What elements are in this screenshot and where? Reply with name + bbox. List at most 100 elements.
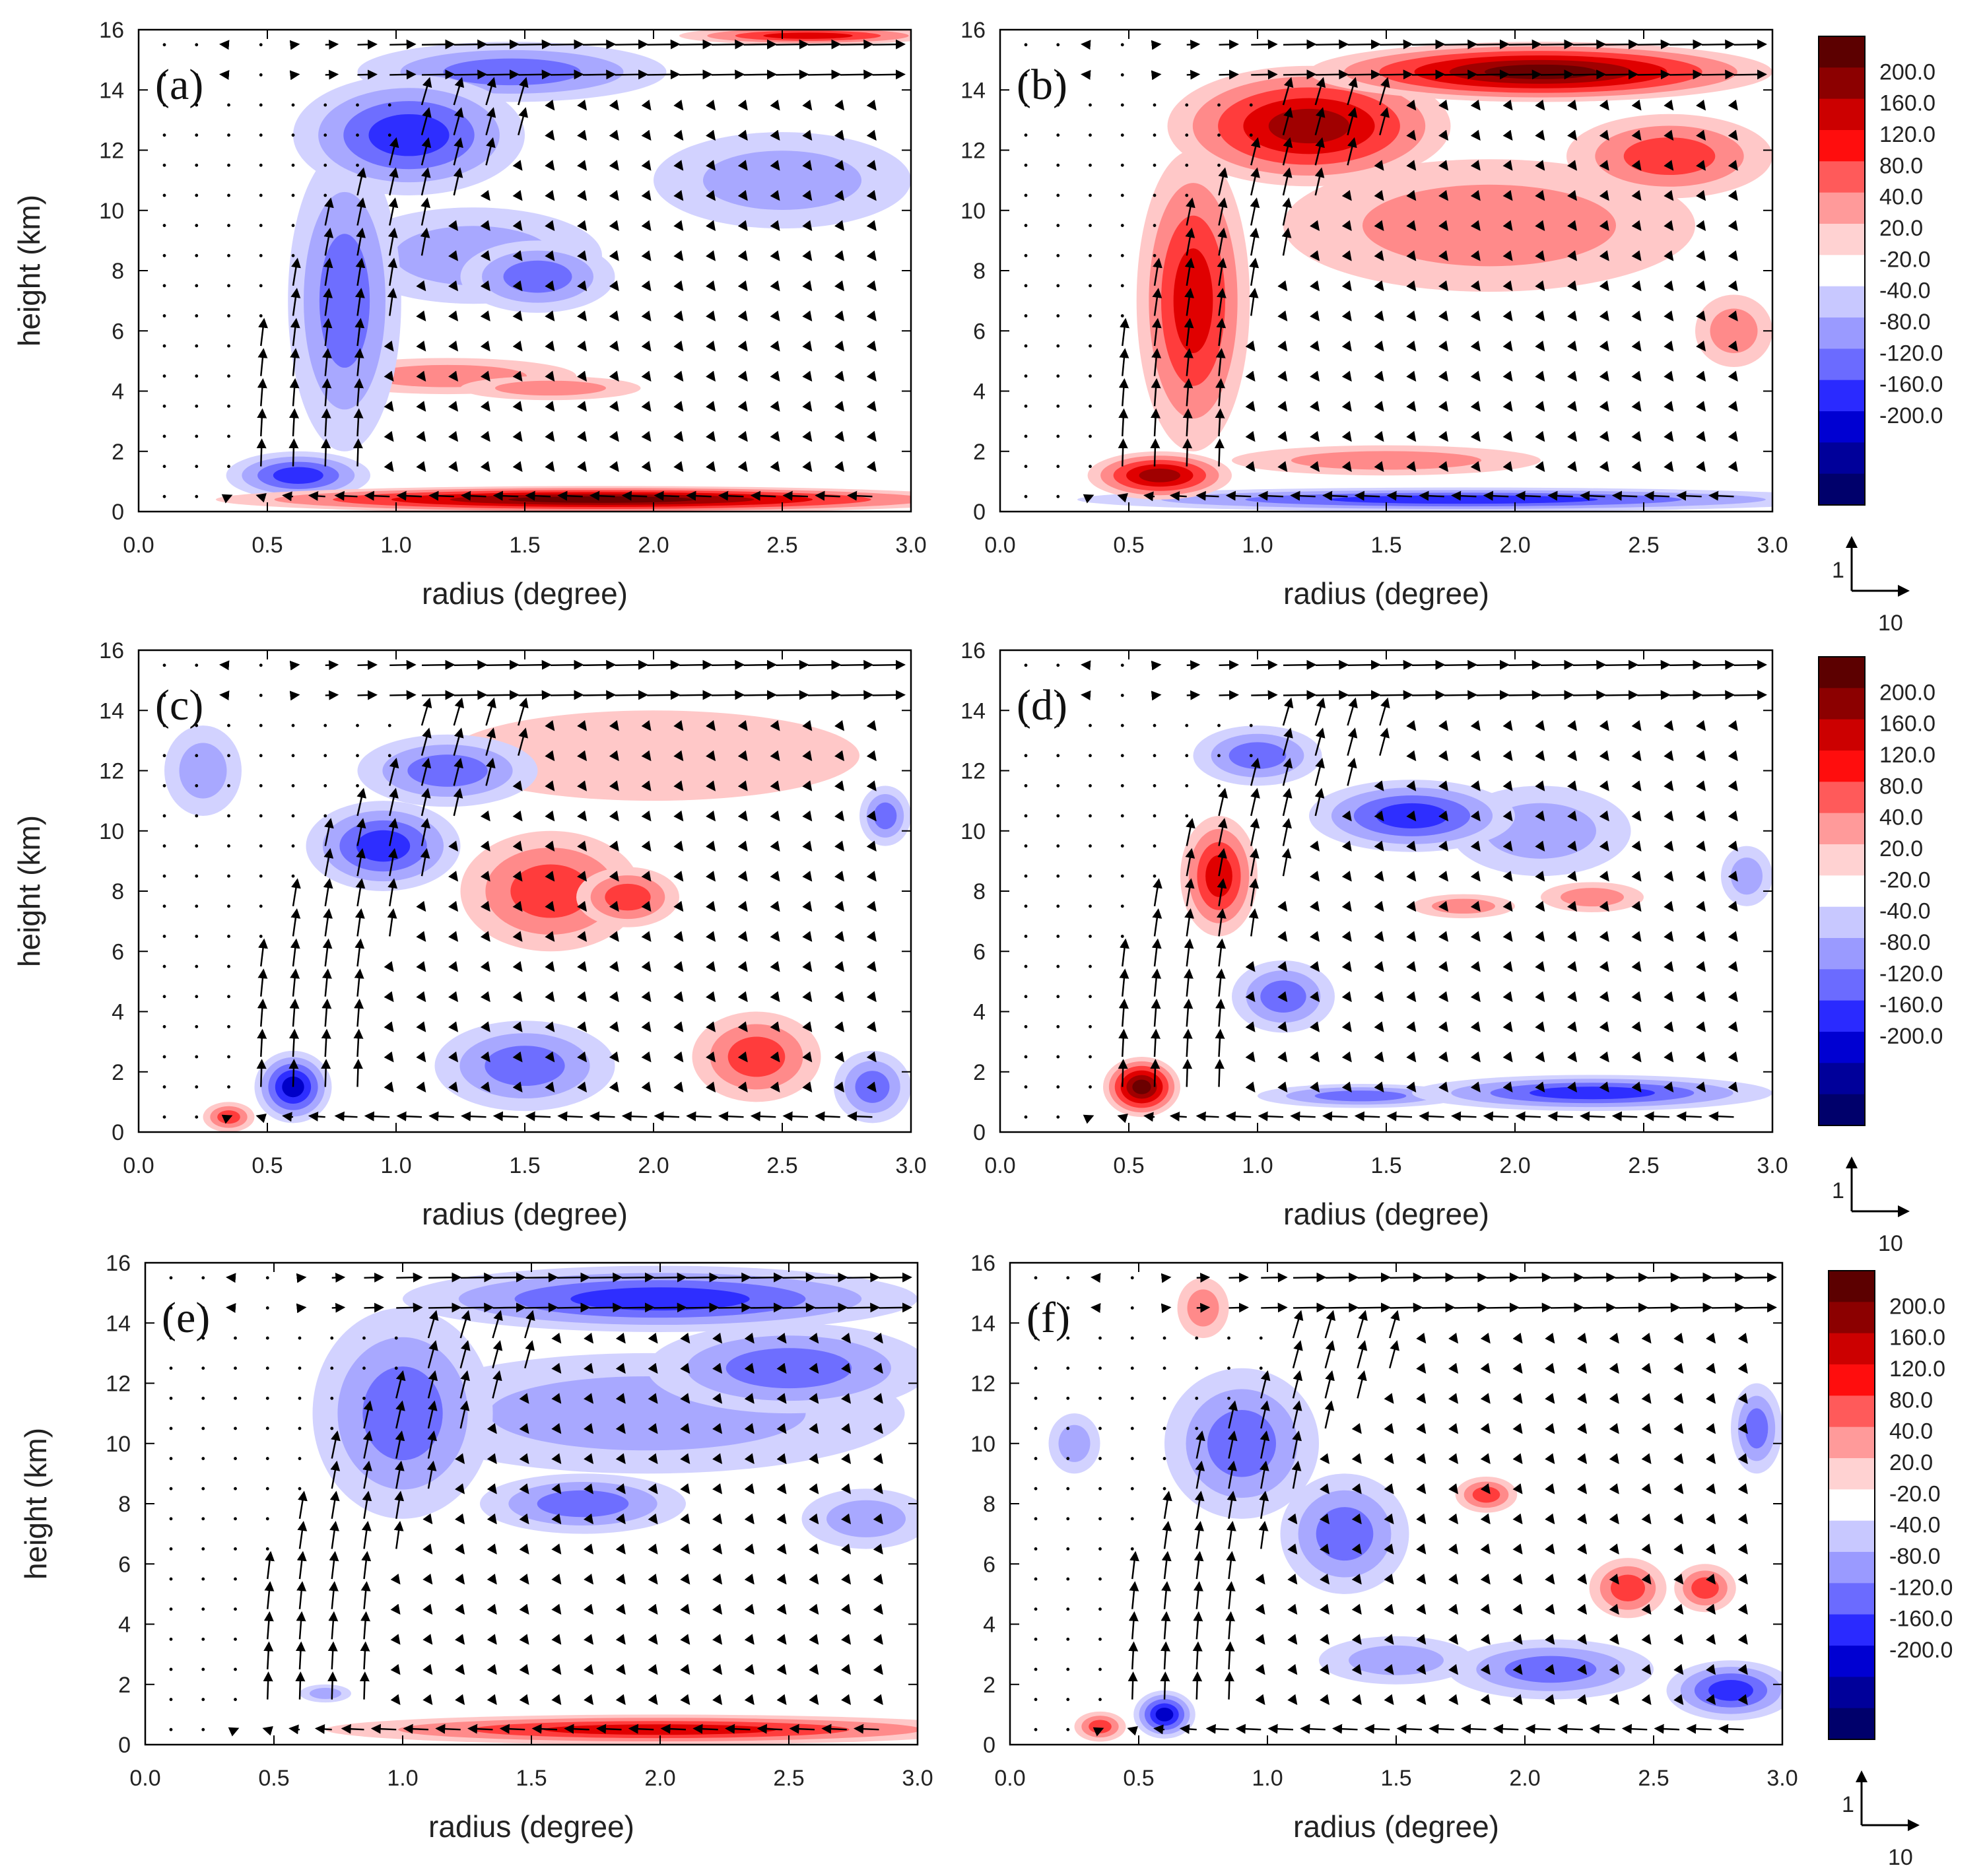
vector-arrow [448,960,459,972]
vector-dot [356,784,359,787]
colorbar-swatch [1819,844,1865,876]
vector-arrow [1245,430,1256,442]
y-axis-title: height (km) [12,815,46,967]
vector-dot [1056,193,1060,197]
vector-arrow [834,220,845,231]
vector-arrow [609,931,619,942]
vector-dot [234,1667,237,1671]
y-tick-label: 8 [973,879,986,904]
x-tick-label: 1.5 [1370,1153,1401,1178]
vector-arrow [737,991,748,1003]
x-tick-label: 2.0 [644,1766,675,1791]
vector-arrow [354,287,365,316]
vector-dot [1024,663,1028,667]
vector-arrow [776,690,809,700]
vector-dot [169,1457,173,1460]
vector-arrow [1310,461,1320,472]
vector-arrow [609,401,619,412]
colorbar-swatch [1819,1032,1865,1063]
vector-arrow [486,39,520,50]
vector-arrow [1696,340,1706,352]
vector-arrow [289,690,300,701]
colorbar-label: -40.0 [1879,899,1931,924]
vector-dot [362,1366,366,1370]
vector-arrow [609,430,619,442]
vector-arrow [1214,1059,1225,1087]
y-tick-label: 6 [112,939,124,964]
vector-dot [162,904,166,908]
vector-arrow [673,900,684,912]
vector-arrow [872,39,906,50]
vector-arrow [679,39,713,50]
vector-arrow [1161,1273,1172,1283]
vector-dot [298,1426,302,1430]
vector-arrow [290,938,300,967]
vector-arrow [802,370,813,382]
vector-arrow [356,167,367,196]
vector-arrow [577,340,588,352]
vector-arrow [750,490,776,501]
vector-dot [291,723,295,727]
vector-arrow [1502,220,1513,231]
vector-dot [1162,1457,1166,1460]
vector-arrow [364,1111,390,1122]
x-tick-label: 3.0 [1757,1153,1788,1178]
vector-arrow [1502,280,1513,292]
vector-arrow [673,250,684,261]
y-tick-label: 0 [112,1120,124,1145]
vector-arrow [834,280,845,292]
vector-arrow [706,340,716,352]
vector-arrow [1081,40,1091,50]
vector-arrow [1290,1111,1316,1122]
vector-arrow [331,1273,346,1283]
vector-arrow [370,1724,397,1734]
colorbar-label: -200.0 [1889,1638,1953,1663]
vector-dot [1056,133,1060,137]
vector-arrow [737,370,748,382]
vector-dot [1162,1426,1166,1430]
vector-arrow [866,310,877,321]
vector-arrow [1470,280,1481,292]
vector-arrow [673,401,684,412]
vector-arrow [621,1272,655,1283]
vector-arrow [1664,430,1674,442]
vector-dot [162,374,166,378]
vector-arrow [1580,1111,1605,1122]
vector-arrow [1567,189,1578,201]
vector-arrow [421,167,431,196]
vector-arrow [1567,160,1578,171]
vector-arrow [550,690,584,700]
vector-arrow [802,160,813,171]
vector-dot [1098,1366,1102,1370]
y-tick-label: 4 [983,1613,995,1638]
vector-arrow [609,461,619,472]
vector-arrow [609,780,619,791]
vector-dot [1120,103,1124,107]
vector-arrow [1406,401,1417,412]
vector-arrow [737,160,748,171]
vector-arrow [1580,490,1605,501]
vector-arrow [802,220,813,231]
vector-arrow [821,1724,847,1734]
vector-arrow [770,189,780,201]
vector-arrow [673,430,684,442]
vector-dot [259,314,263,318]
vector-arrow [1631,280,1642,292]
vector-arrow [1411,39,1446,50]
vector-arrow [454,39,488,50]
vector-arrow [770,430,780,442]
vector-dot [323,754,327,758]
x-tick-label: 3.0 [1766,1766,1798,1791]
vector-arrow [1374,250,1384,261]
vector-arrow [770,129,780,141]
vector-arrow [706,780,716,791]
vector-dot [291,133,295,137]
vector-dot [1024,193,1028,197]
vector-dot [1024,284,1028,288]
vector-arrow [1676,490,1702,501]
vector-arrow [641,280,652,292]
x-tick-label: 0.0 [123,1153,154,1178]
vector-arrow [1118,1059,1128,1087]
vector-dot [1089,904,1092,908]
vector-dot [201,1667,205,1671]
